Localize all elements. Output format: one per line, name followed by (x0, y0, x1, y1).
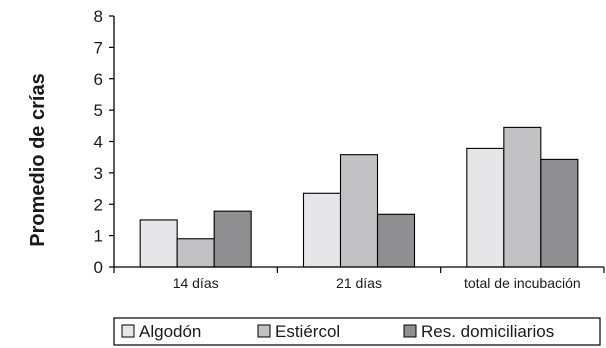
bar-res-domiciliarios-total-de-incubacion (540, 158, 579, 268)
axes-group: 0 1 2 3 4 5 6 7 8 14 días 21 días total de incubaci… (94, 7, 605, 291)
bar-res-domiciliarios-21-dias (376, 213, 416, 268)
legend: Algodón Estiércol Res. domiciliarios (113, 317, 601, 346)
bar-algodon-21-dias (302, 192, 342, 268)
legend-swatch-res-domiciliarios (403, 324, 417, 338)
legend-label-res-domiciliarios: Res. domiciliarios (421, 322, 554, 341)
bars-group (139, 126, 579, 268)
y-tick-label: 5 (94, 101, 103, 120)
bar-algodon-14-dias (139, 219, 178, 268)
x-tick-label: total de incubación (464, 275, 581, 291)
y-tick-label: 0 (94, 258, 103, 277)
bar-res-domiciliarios-14-dias (213, 210, 252, 268)
y-tick-label: 2 (94, 195, 103, 214)
y-tick-label: 8 (94, 7, 103, 26)
y-tick-label: 1 (94, 227, 103, 246)
x-tick-label: 14 días (173, 275, 219, 291)
y-axis-title: Promedio de crías (27, 73, 49, 246)
legend-label-estiercol: Estiércol (275, 322, 340, 341)
legend-swatch-algodon (121, 324, 135, 338)
legend-swatch-estiercol (257, 324, 271, 338)
bar-estiercol-14-dias (176, 238, 215, 268)
y-tick-label: 4 (94, 133, 103, 152)
bar-estiercol-21-dias (339, 154, 379, 268)
y-tick-label: 7 (94, 38, 103, 57)
y-tick-label: 6 (94, 70, 103, 89)
y-tick-label: 3 (94, 164, 103, 183)
bar-algodon-total-de-incubacion (466, 147, 505, 268)
x-tick-label: 21 días (336, 275, 382, 291)
legend-box (113, 317, 601, 346)
bar-estiercol-total-de-incubacion (503, 126, 542, 268)
legend-label-algodon: Algodón (139, 322, 201, 341)
